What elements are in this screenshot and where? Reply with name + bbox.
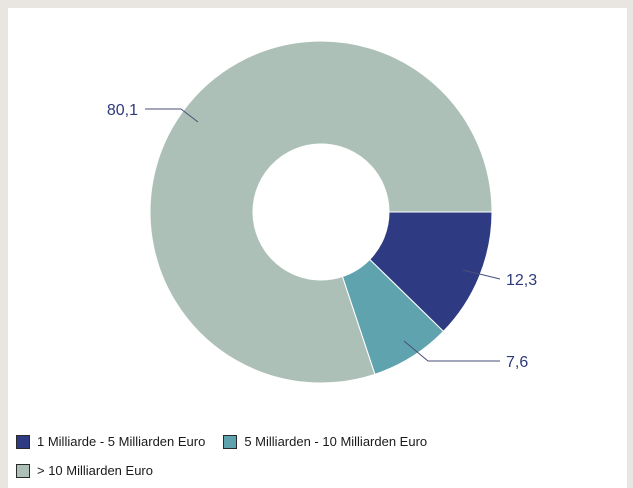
leader-line-over-10-billion [145, 108, 199, 123]
legend-label-1-5-billion: 1 Milliarde - 5 Milliarden Euro [37, 434, 206, 449]
legend-item-5-10-billion[interactable]: 5 Milliarden - 10 Milliarden Euro [223, 434, 427, 449]
value-label-5-10-billion: 7,6 [506, 354, 528, 371]
value-label-1-5-billion: 12,3 [506, 272, 537, 289]
leader-line-1-5-billion [462, 269, 501, 280]
slice-1-5-billion[interactable] [368, 211, 493, 333]
legend-label-over-10-billion: > 10 Milliarden Euro [37, 463, 153, 478]
legend-swatch-over-10-billion [16, 463, 30, 478]
leader-line-5-10-billion [403, 340, 500, 362]
legend-item-over-10-billion[interactable]: > 10 Milliarden Euro [16, 463, 153, 478]
legend-item-1-5-billion[interactable]: 1 Milliarde - 5 Milliarden Euro [16, 434, 205, 449]
donut-chart: 12,3 7,6 80,1 [107, 40, 537, 384]
legend-swatch-1-5-billion [16, 434, 30, 449]
legend-swatch-5-10-billion [223, 434, 238, 449]
legend: 1 Milliarde - 5 Milliarden Euro 5 Millia… [16, 434, 576, 478]
value-label-over-10-billion: 80,1 [107, 102, 138, 119]
slice-over-10-billion[interactable] [149, 40, 493, 384]
legend-label-5-10-billion: 5 Milliarden - 10 Milliarden Euro [244, 434, 428, 449]
chart-card: 12,3 7,6 80,1 1 Milliarde - 5 Milliarden E… [8, 8, 627, 488]
